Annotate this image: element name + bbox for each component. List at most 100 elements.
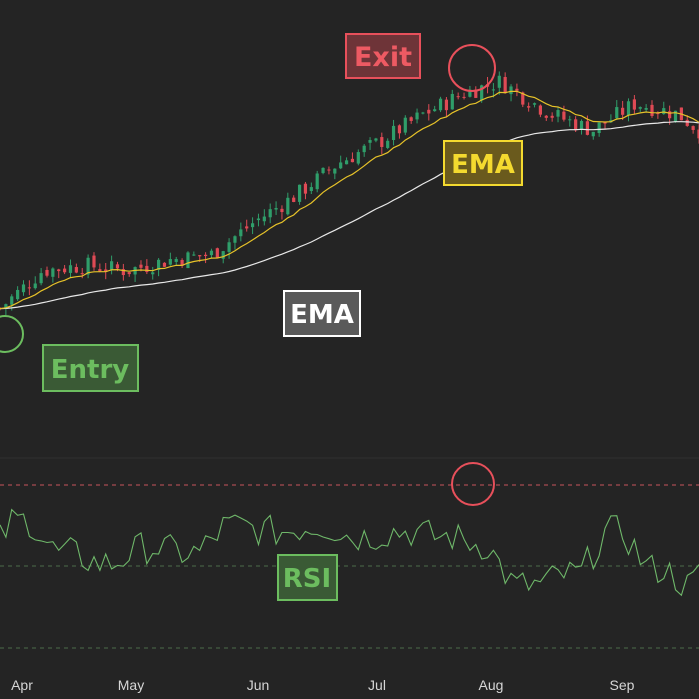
- candle-body: [192, 254, 196, 256]
- candle-body: [239, 229, 243, 237]
- candle-body: [168, 259, 172, 265]
- candle-body: [256, 218, 261, 221]
- candle-body: [221, 251, 225, 259]
- candle-body: [145, 265, 149, 273]
- candle-body: [86, 257, 90, 275]
- candle-body: [268, 209, 272, 218]
- candle-body: [92, 255, 96, 268]
- month-label-jun: Jun: [247, 677, 270, 693]
- candle-body: [532, 103, 537, 105]
- candle-body: [186, 252, 190, 269]
- exit-label-text: Exit: [354, 42, 412, 73]
- candle-body: [174, 259, 178, 262]
- candle-body: [16, 289, 20, 300]
- ema-fast-label-text: EMA: [451, 150, 515, 180]
- rsi-line: [0, 508, 699, 597]
- candle-body: [180, 259, 184, 266]
- candle-body: [438, 98, 443, 111]
- candle-body: [638, 107, 642, 109]
- candle-body: [556, 110, 560, 117]
- candle-body: [74, 267, 78, 273]
- rsi-label-text: RSI: [283, 564, 331, 594]
- ema-fast-line: [0, 90, 699, 310]
- candle-body: [632, 99, 636, 110]
- candle-body: [280, 208, 284, 213]
- candle-body: [433, 109, 437, 112]
- candle-body: [697, 129, 699, 139]
- candle-body: [626, 101, 631, 116]
- candle-body: [110, 261, 114, 270]
- candle-body: [227, 242, 231, 252]
- candle-body: [104, 269, 108, 272]
- candle-body: [250, 223, 255, 228]
- entry-label: Entry: [42, 344, 139, 392]
- candle-body: [444, 99, 449, 111]
- candle-body: [456, 96, 460, 98]
- candlestick-series: [0, 71, 699, 316]
- candle-body: [673, 110, 678, 122]
- candle-body: [562, 111, 566, 120]
- candle-body: [615, 107, 619, 119]
- candle-body: [121, 269, 125, 276]
- candle-body: [421, 112, 425, 114]
- candle-body: [198, 255, 202, 257]
- candle-body: [45, 269, 49, 276]
- candle-body: [515, 88, 519, 91]
- candle-body: [491, 89, 496, 91]
- candle-body: [233, 236, 237, 243]
- candle-body: [245, 226, 249, 229]
- ema-slow-label-text: EMA: [290, 300, 354, 330]
- candle-body: [321, 167, 325, 174]
- candle-body: [468, 89, 472, 97]
- month-label-may: May: [118, 677, 144, 693]
- candle-body: [4, 304, 8, 309]
- candle-body: [644, 107, 648, 110]
- candle-body: [139, 264, 143, 268]
- candle-body: [621, 107, 625, 115]
- candle-body: [156, 259, 161, 270]
- candle-body: [339, 162, 343, 169]
- candle-body: [474, 89, 478, 98]
- candle-body: [10, 296, 14, 305]
- candle-body: [509, 86, 513, 95]
- candle-body: [63, 268, 67, 273]
- candle-body: [57, 269, 61, 272]
- candle-body: [274, 208, 278, 210]
- entry-marker: [0, 315, 24, 353]
- candle-body: [409, 117, 413, 121]
- candle-body: [585, 121, 589, 135]
- candle-body: [344, 160, 349, 165]
- candle-body: [286, 197, 290, 215]
- candle-body: [544, 115, 548, 118]
- month-label-sep: Sep: [610, 677, 635, 693]
- candle-body: [356, 152, 360, 164]
- candle-body: [591, 131, 595, 137]
- candle-body: [597, 122, 601, 134]
- candle-body: [151, 272, 155, 275]
- rsi-label: RSI: [277, 554, 338, 601]
- candle-body: [368, 140, 372, 143]
- candle-body: [503, 77, 507, 94]
- exit-marker: [448, 44, 496, 92]
- candle-body: [127, 272, 131, 275]
- candle-body: [538, 105, 543, 115]
- candle-body: [691, 126, 695, 130]
- month-label-apr: Apr: [11, 677, 33, 693]
- candle-body: [303, 183, 308, 194]
- candle-body: [603, 122, 607, 124]
- candle-body: [115, 264, 120, 269]
- candle-body: [68, 265, 73, 273]
- candle-body: [685, 119, 689, 126]
- candle-body: [98, 269, 102, 272]
- candle-body: [21, 284, 26, 293]
- candle-body: [39, 273, 43, 284]
- candle-body: [203, 254, 208, 257]
- candle-body: [215, 248, 219, 258]
- rsi-peak-marker: [451, 462, 495, 506]
- candle-body: [391, 125, 396, 141]
- candle-body: [521, 92, 525, 105]
- month-label-aug: Aug: [479, 677, 504, 693]
- candle-body: [662, 108, 666, 115]
- candle-body: [450, 93, 454, 110]
- candle-body: [550, 115, 554, 118]
